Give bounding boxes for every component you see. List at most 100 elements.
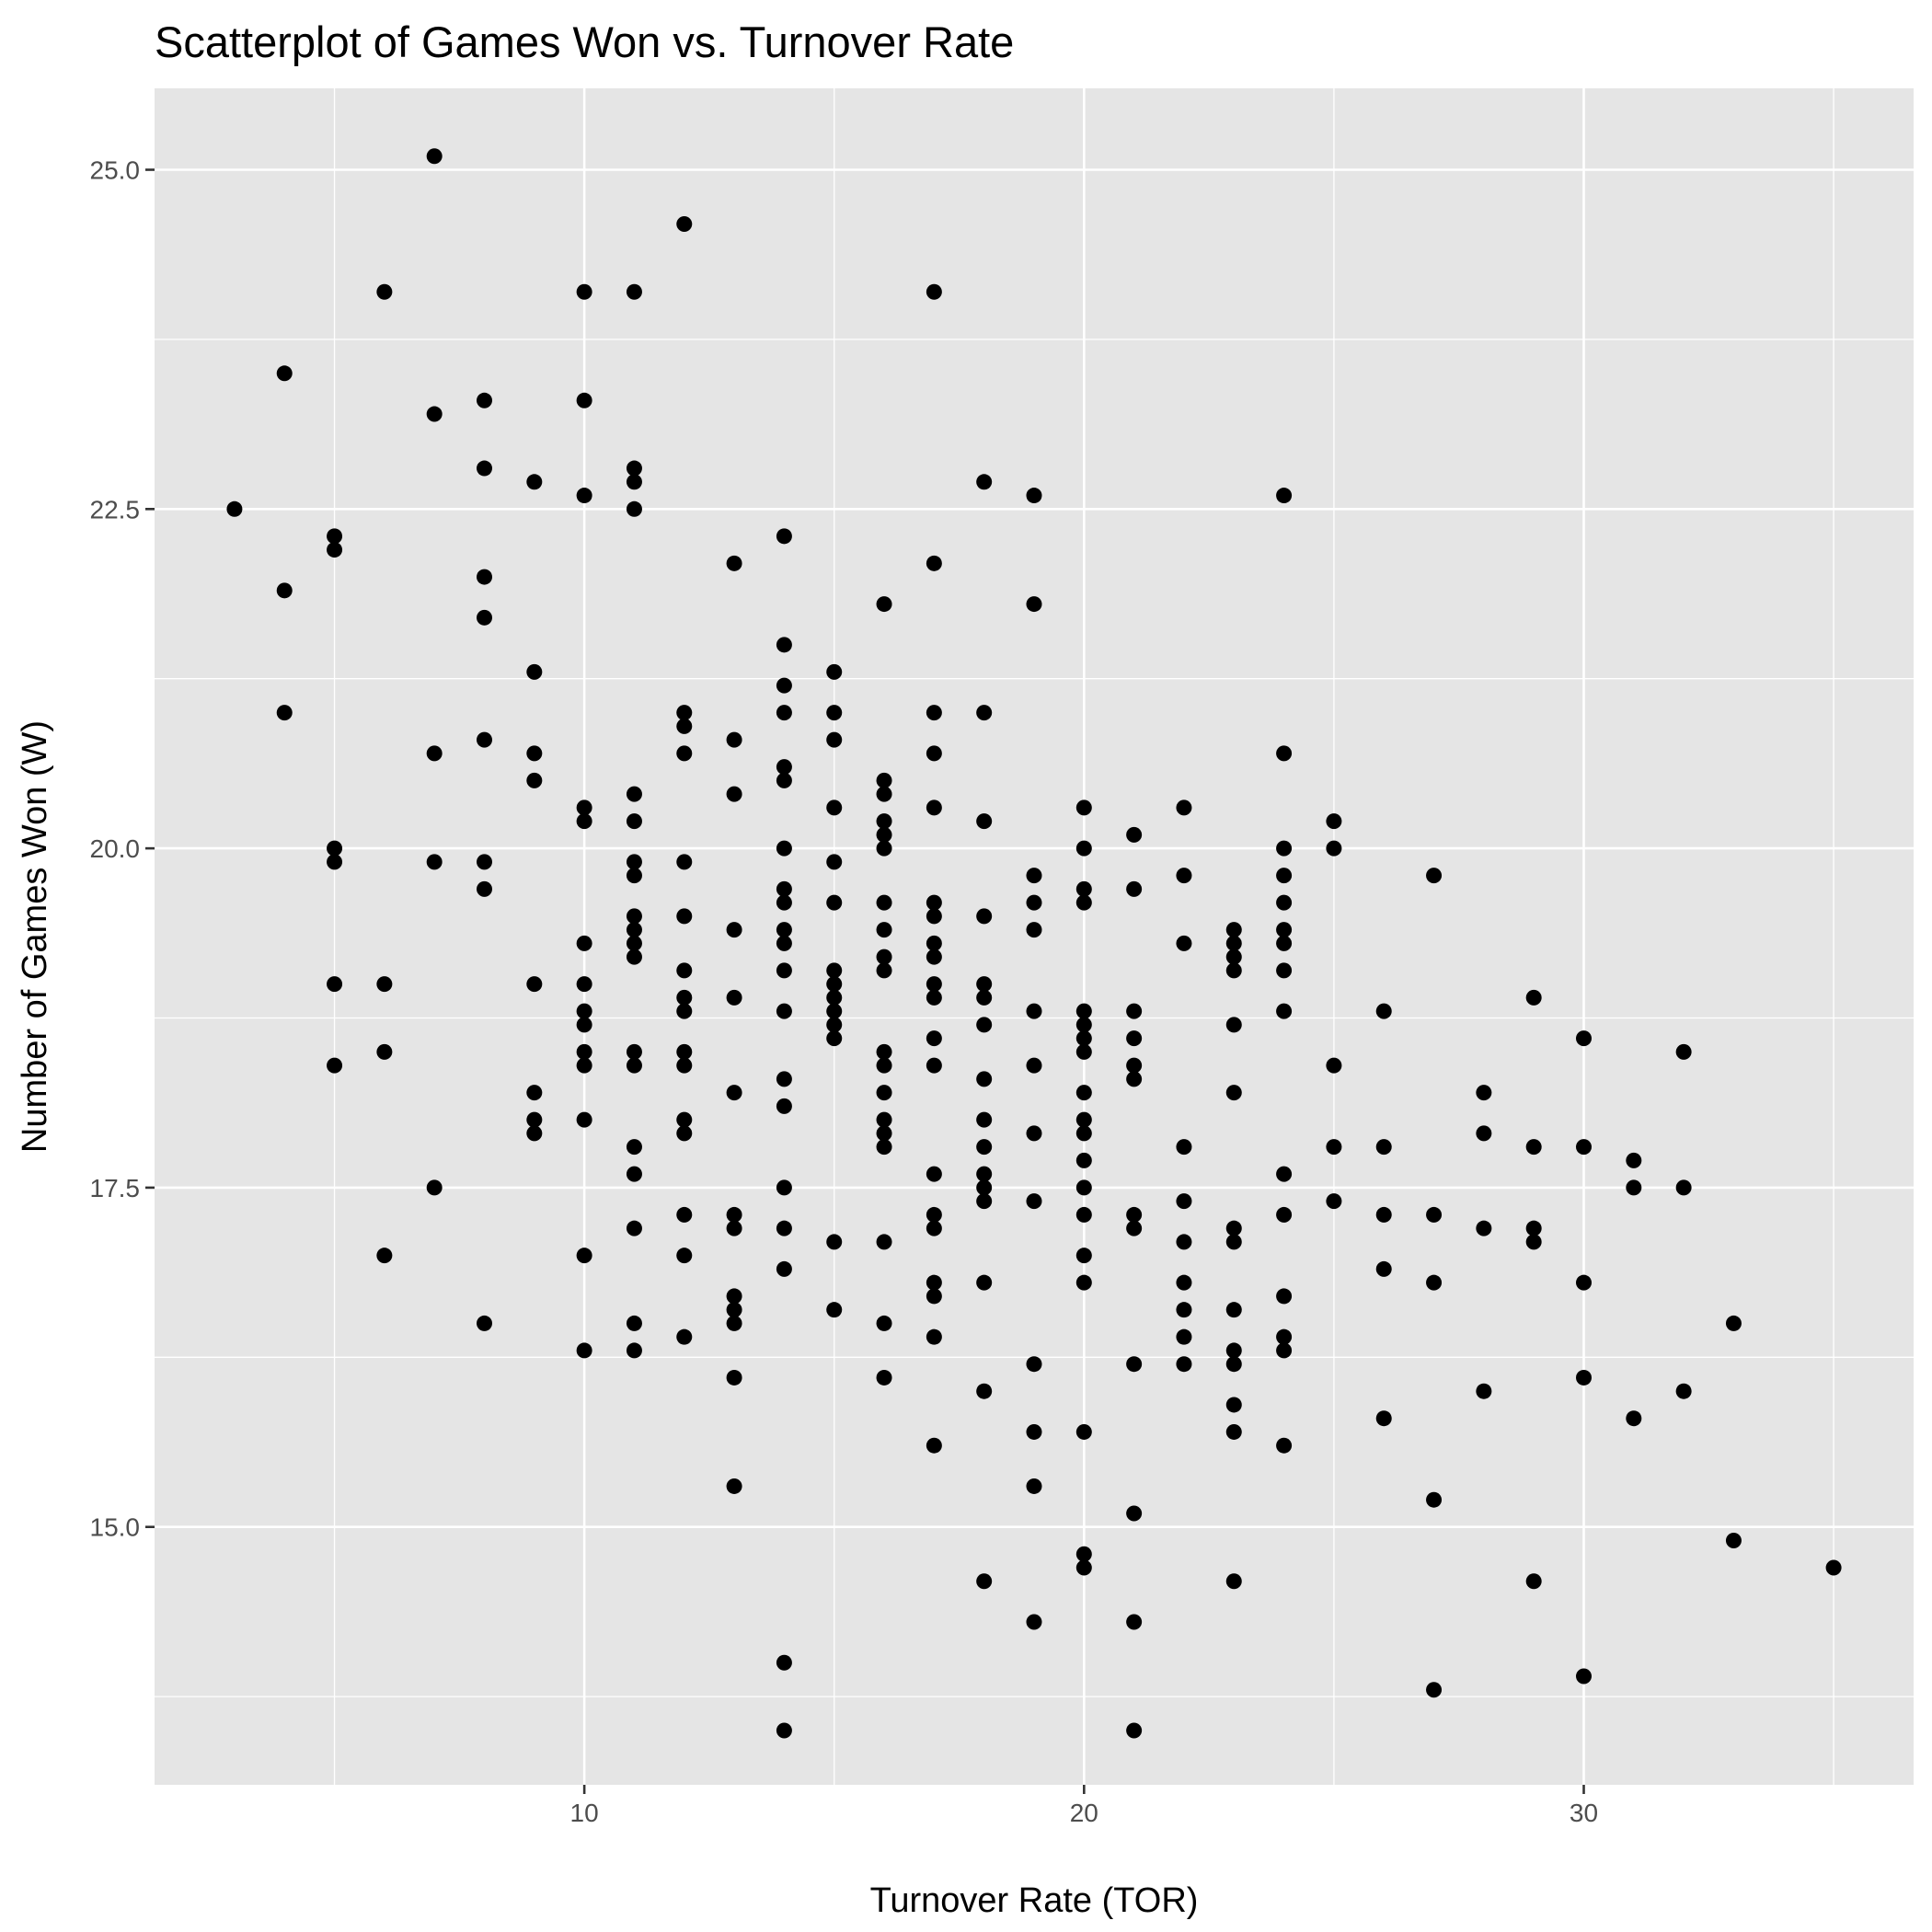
data-point	[526, 745, 543, 762]
data-point	[327, 528, 343, 545]
data-point	[676, 908, 693, 925]
data-point	[477, 731, 492, 748]
data-point	[1176, 1302, 1192, 1318]
data-point	[1225, 922, 1242, 938]
data-point	[1176, 799, 1192, 816]
data-point	[976, 1193, 993, 1210]
data-point	[776, 705, 792, 721]
data-point	[1276, 1206, 1293, 1223]
data-point	[626, 460, 642, 477]
data-point	[1225, 1397, 1242, 1413]
data-point	[726, 731, 742, 748]
data-point	[1176, 1356, 1192, 1373]
data-point	[477, 392, 492, 408]
data-point	[1375, 1139, 1392, 1156]
data-point	[327, 840, 343, 857]
data-point	[376, 976, 393, 993]
data-point	[1075, 840, 1092, 857]
data-point	[1075, 1179, 1092, 1196]
data-point	[626, 786, 642, 802]
data-point	[926, 745, 942, 762]
data-point	[776, 677, 792, 694]
data-point	[276, 365, 293, 382]
data-point	[1126, 1003, 1143, 1019]
data-point	[526, 474, 543, 490]
data-point	[976, 474, 993, 490]
data-point	[676, 705, 693, 721]
data-point	[1375, 1206, 1392, 1223]
data-point	[1476, 1085, 1492, 1101]
data-point	[226, 500, 243, 517]
data-point	[1626, 1179, 1642, 1196]
data-point	[676, 1003, 693, 1019]
data-point	[776, 1071, 792, 1087]
data-point	[1126, 1030, 1143, 1047]
data-point	[976, 705, 993, 721]
data-point	[776, 922, 792, 938]
data-point	[1525, 1220, 1542, 1236]
data-point	[1225, 1017, 1242, 1033]
data-point	[876, 1043, 892, 1060]
data-point	[926, 1166, 942, 1182]
data-point	[1075, 1546, 1092, 1562]
data-point	[1075, 1152, 1092, 1168]
data-point	[676, 1111, 693, 1128]
data-point	[1126, 1220, 1143, 1236]
data-point	[676, 1328, 693, 1345]
data-point	[626, 813, 642, 830]
data-point	[1075, 1043, 1092, 1060]
data-point	[876, 922, 892, 938]
data-point	[526, 976, 543, 993]
data-point	[526, 772, 543, 788]
data-point	[876, 1125, 892, 1142]
data-point	[327, 542, 343, 558]
data-point	[726, 1315, 742, 1331]
data-point	[776, 880, 792, 897]
data-point	[576, 976, 592, 993]
data-point	[1176, 935, 1192, 951]
data-point	[1375, 1260, 1392, 1277]
data-point	[876, 840, 892, 857]
data-point	[626, 1315, 642, 1331]
data-point	[1075, 1274, 1092, 1291]
data-point	[926, 799, 942, 816]
data-point	[1225, 1573, 1242, 1590]
data-point	[1276, 894, 1293, 911]
data-point	[926, 1288, 942, 1305]
data-point	[1276, 1437, 1293, 1454]
data-point	[477, 460, 492, 477]
data-point	[626, 868, 642, 884]
data-point	[926, 935, 942, 951]
data-point	[776, 759, 792, 776]
data-point	[576, 1111, 592, 1128]
data-point	[1626, 1152, 1642, 1168]
data-point	[1576, 1030, 1592, 1047]
data-point	[1525, 989, 1542, 1006]
data-point	[876, 949, 892, 965]
data-point	[1126, 1614, 1143, 1630]
data-point	[576, 1003, 592, 1019]
data-point	[576, 813, 592, 830]
data-point	[926, 949, 942, 965]
data-point	[526, 663, 543, 680]
data-point	[576, 1043, 592, 1060]
data-point	[1326, 1057, 1342, 1074]
data-point	[876, 1057, 892, 1074]
data-point	[1126, 1071, 1143, 1087]
data-point	[1225, 1220, 1242, 1236]
data-point	[876, 1369, 892, 1386]
data-point	[1075, 1111, 1092, 1128]
data-point	[776, 1260, 792, 1277]
data-point	[327, 1057, 343, 1074]
data-point	[276, 582, 293, 599]
data-point	[676, 1125, 693, 1142]
data-point	[1026, 1193, 1042, 1210]
data-point	[826, 1003, 843, 1019]
data-point	[1576, 1369, 1592, 1386]
data-point	[1675, 1043, 1692, 1060]
data-point	[376, 1043, 393, 1060]
data-point	[926, 555, 942, 571]
data-point	[1026, 488, 1042, 504]
data-point	[1075, 1085, 1092, 1101]
data-point	[426, 148, 443, 165]
